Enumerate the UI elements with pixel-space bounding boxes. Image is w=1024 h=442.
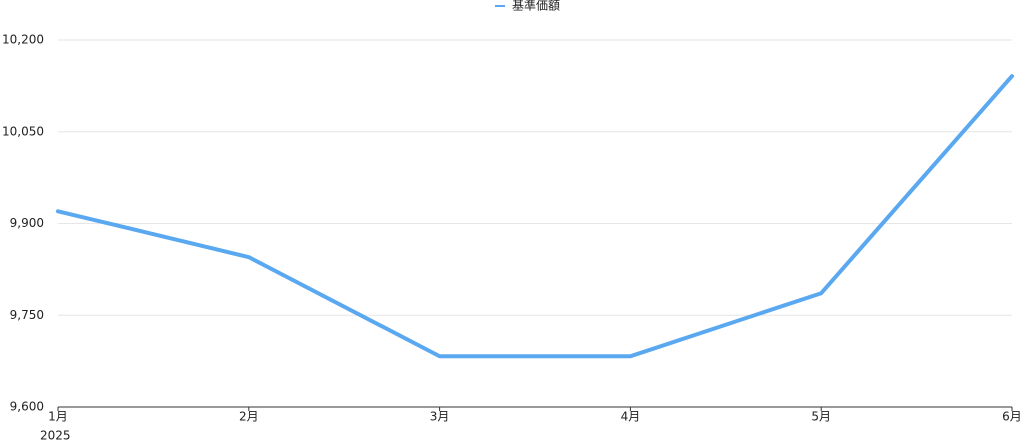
x-tick-label: 3月	[430, 410, 450, 424]
year-label: 2025	[40, 429, 71, 442]
y-tick-label: 9,750	[10, 308, 44, 322]
y-tick-label: 9,900	[10, 216, 44, 230]
y-tick-label: 10,200	[2, 33, 44, 47]
x-tick-label: 1月	[48, 410, 68, 424]
x-tick-label: 5月	[811, 410, 831, 424]
line-series	[56, 74, 1014, 359]
x-tick-label: 6月	[1002, 410, 1022, 424]
y-tick-label: 10,050	[2, 124, 44, 138]
y-tick-label: 9,600	[10, 400, 44, 414]
x-tick-label: 2月	[239, 410, 259, 424]
x-tick-label: 4月	[621, 410, 641, 424]
legend-label: 基準価額	[512, 0, 560, 13]
